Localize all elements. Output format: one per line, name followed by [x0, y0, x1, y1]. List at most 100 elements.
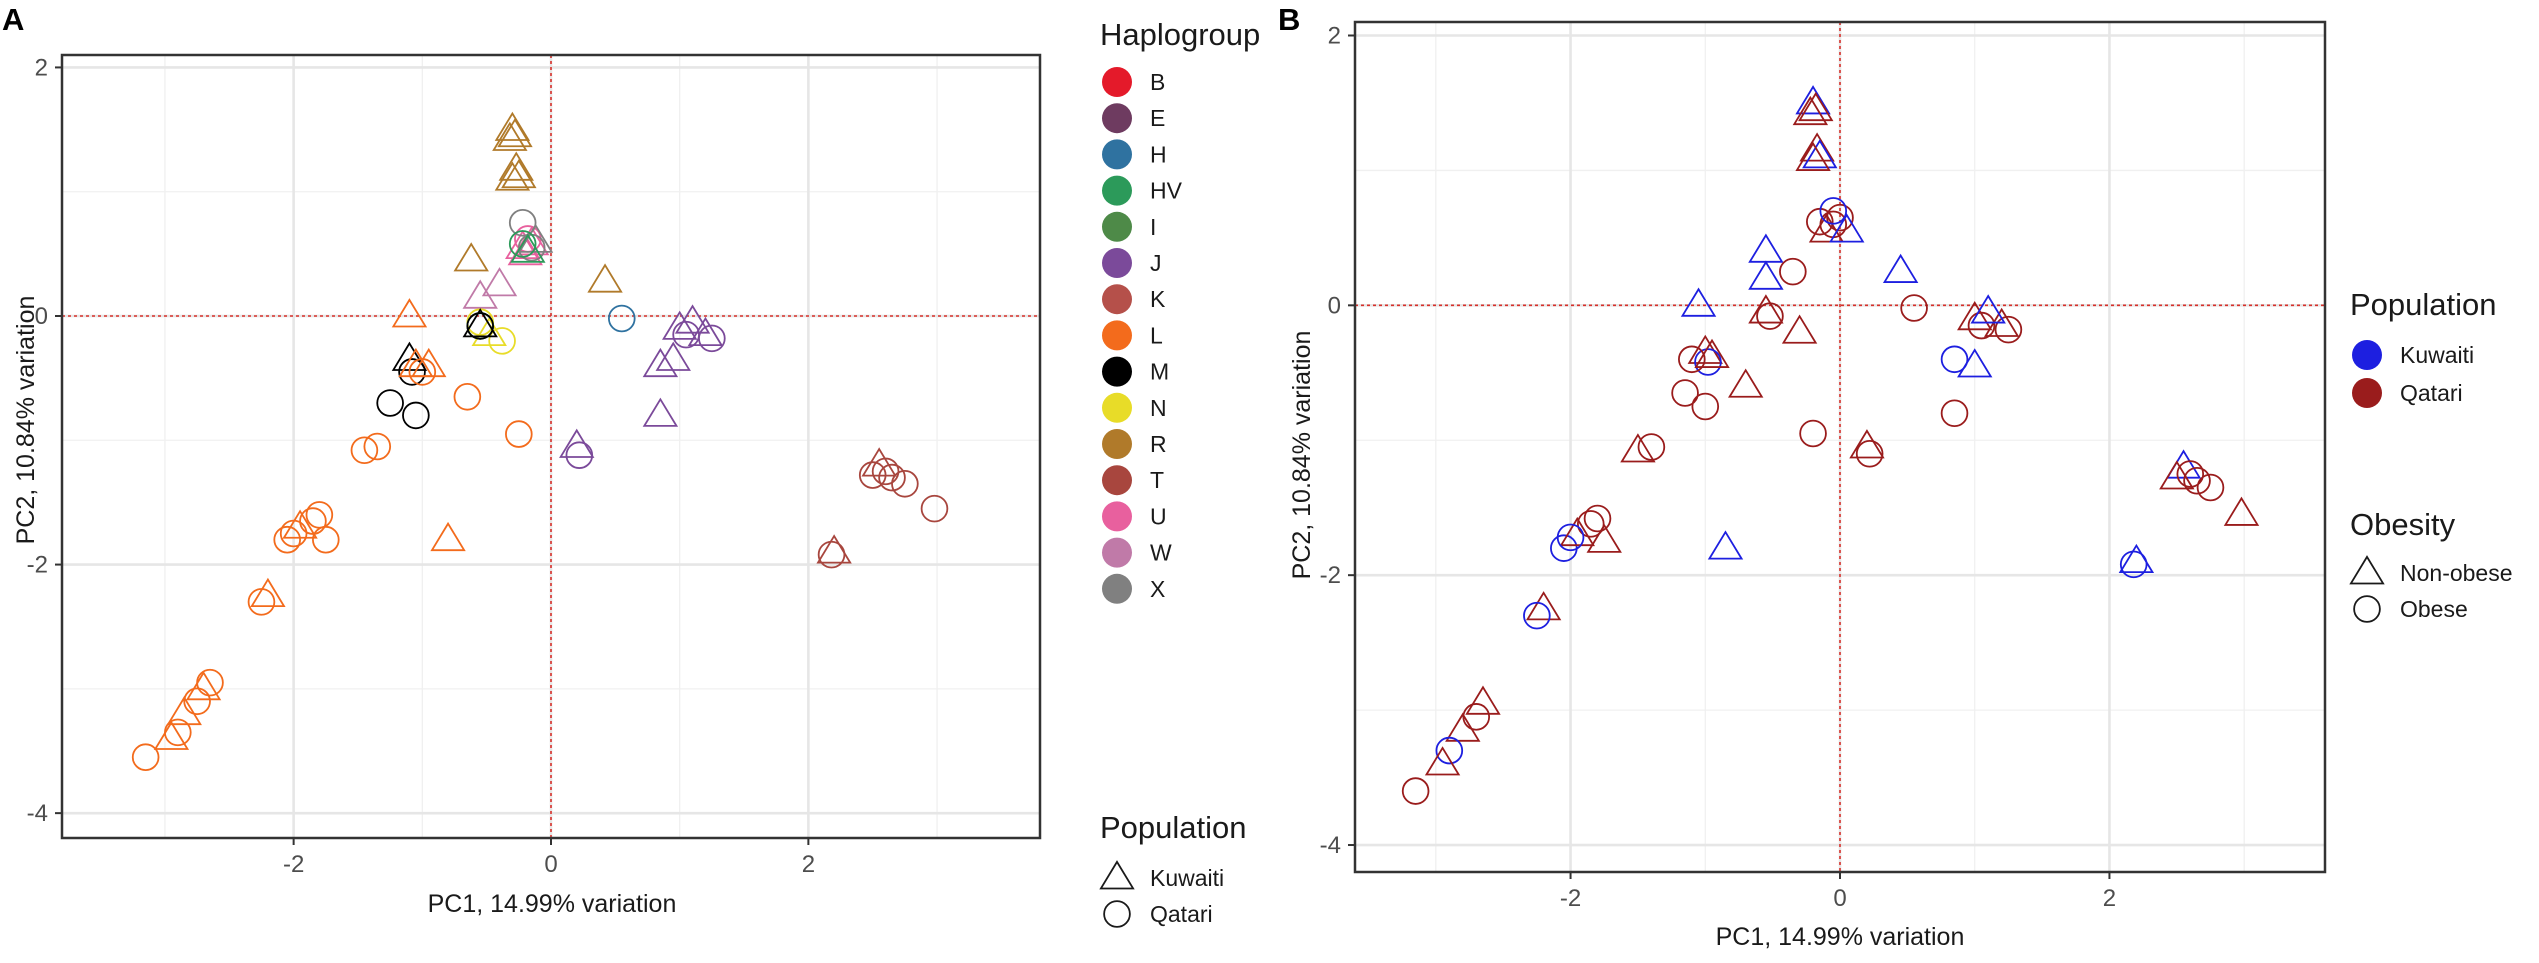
panel-a-plot-frame	[60, 53, 1042, 840]
panel-b-data-point	[1678, 345, 1706, 374]
panel-a-data-point	[196, 668, 224, 697]
legend-haplogroup-swatch	[1102, 501, 1132, 532]
panel-b-y-tick-label: -4	[1320, 832, 1341, 859]
legend-haplogroup-swatch	[1102, 211, 1132, 242]
legend-population-title: Population	[1100, 810, 1247, 845]
panel-a-data-point	[674, 304, 711, 334]
legend-haplogroup-label: N	[1150, 395, 1167, 421]
panel-a: A -2 0 2 -4 -2 0 2 PC1, 14.99% variation PC2, …	[2, 2, 1260, 928]
panel-b-data-point	[1882, 253, 1919, 283]
panel-a-data-point	[391, 298, 428, 328]
panel-b-data-point	[1525, 591, 1562, 621]
panel-b-data-point	[1795, 141, 1831, 171]
panel-b-data-point	[2196, 473, 2225, 502]
panel-a-data-point	[153, 720, 190, 750]
panel-a-data-point	[508, 230, 537, 258]
legend-obesity-label: Non-obese	[2400, 560, 2513, 586]
panel-a-data-point	[481, 267, 518, 297]
panel-a-data-point	[273, 525, 301, 554]
legend-haplogroup-label: W	[1150, 540, 1172, 566]
panel-b-data-point	[2118, 543, 2155, 574]
panel-a-data-point	[430, 521, 466, 552]
panel-b-data-point	[2183, 466, 2211, 495]
panel-b-data-point	[1795, 85, 1831, 115]
legend-obesity-symbol	[2349, 555, 2385, 585]
panel-a-data-point	[299, 507, 327, 535]
panel-a-data-point	[247, 588, 276, 616]
panel-b-data-point	[1671, 379, 1699, 407]
panel-a-data-point	[350, 436, 379, 465]
panel-b-data-point	[2176, 460, 2205, 488]
panel-a-plot: -2 0 2 -4 -2 0 2	[27, 53, 1042, 878]
panel-b-x-tick-label: 0	[1833, 885, 1846, 912]
panel-b-x-tick-label: 2	[2103, 885, 2116, 912]
panel-b-data-point	[1691, 392, 1720, 421]
panel-b-data-point	[1994, 315, 2023, 344]
panel-b: B -2 0 2 -4 -2 0 2 PC1, 14.99% variation PC2, …	[1278, 2, 2513, 951]
panel-b-data-point	[1680, 287, 1717, 317]
panel-b-data-point	[1748, 294, 1784, 324]
panel-b-x-tick-label: -2	[1560, 885, 1581, 912]
panel-b-data-point	[1799, 419, 1827, 448]
panel-a-data-point	[698, 324, 726, 353]
legend-haplogroup-label: I	[1150, 214, 1156, 240]
panel-a-data-point	[587, 263, 623, 293]
legend-obesity-symbol	[2353, 595, 2381, 623]
panel-b-data-point	[1855, 439, 1884, 468]
panel-a-data-point	[185, 671, 222, 701]
legend-haplogroup-label: J	[1150, 250, 1162, 276]
legend-haplogroup-label: H	[1150, 141, 1167, 167]
panel-a-y-tick-label: -2	[27, 552, 48, 579]
panel-a-data-point	[494, 161, 531, 191]
panel-a-data-point	[398, 358, 426, 386]
panel-a-y-axis-label: PC2, 10.84% variation	[12, 296, 40, 545]
panel-b-data-point	[1779, 257, 1807, 286]
panel-a-data-point	[505, 420, 533, 448]
panel-a-data-point	[312, 525, 340, 554]
panel-a-data-point	[501, 158, 537, 189]
panel-a-data-point	[250, 577, 286, 608]
panel-a-data-point	[411, 347, 447, 378]
legend-haplogroup-swatch	[1102, 392, 1132, 423]
panel-b-data-point	[1748, 233, 1784, 263]
panel-a-data-point	[466, 312, 495, 340]
panel-b-data-point	[1799, 132, 1835, 162]
legend-haplogroup-swatch	[1102, 175, 1132, 206]
panel-b-plot: -2 0 2 -4 -2 0 2	[1320, 20, 2327, 912]
panel-b-y-tick-label: -2	[1320, 562, 1341, 589]
panel-a-data-point	[462, 308, 498, 338]
panel-a-data-point	[817, 540, 846, 569]
panel-b-data-point	[1583, 504, 1612, 533]
panel-a-data-point	[891, 470, 919, 498]
panel-b-data-point	[1756, 302, 1784, 330]
panel-a-data-point	[462, 279, 498, 309]
panel-b-data-point	[1792, 95, 1829, 126]
panel-a-y-tick-label: 0	[35, 303, 48, 330]
legend-haplogroup-swatch	[1102, 429, 1132, 459]
legend-haplogroup-swatch	[1102, 465, 1132, 496]
panel-b-data-point	[1727, 368, 1764, 398]
panel-b-plot-frame	[1353, 20, 2327, 874]
panel-b-y-tick-label: 2	[1328, 22, 1341, 49]
panel-b-data-point	[1556, 523, 1585, 552]
legend-haplogroup-label: X	[1150, 576, 1165, 602]
panel-b-data-point	[1798, 91, 1834, 122]
legend-haplogroup-swatch	[1102, 67, 1132, 97]
legend-haplogroup-label: B	[1150, 69, 1165, 95]
panel-b-data-point	[1435, 736, 1464, 765]
panel-a-data-point	[517, 223, 554, 253]
legend-haplogroup-label: U	[1150, 503, 1167, 529]
legend-haplogroup-swatch	[1102, 248, 1132, 278]
panel-a-data-point	[816, 534, 852, 564]
legend-haplogroup-label: L	[1150, 322, 1163, 348]
panel-a-data-point	[131, 743, 160, 771]
panel-a-data-point	[655, 341, 691, 371]
panel-b-data-point	[1940, 345, 1969, 374]
panel-a-data-point	[661, 310, 698, 340]
legend-population-symbol	[1099, 860, 1135, 890]
panel-b-data-point	[1826, 203, 1854, 232]
panel-a-data-point	[878, 463, 906, 492]
panel-b-data-point	[2119, 550, 2148, 579]
